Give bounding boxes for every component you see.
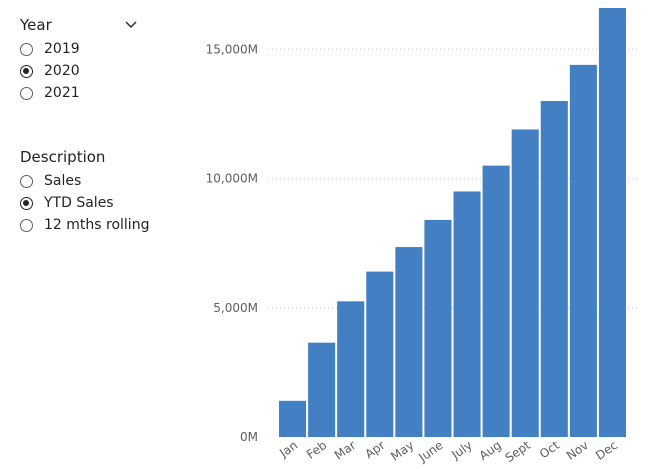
x-tick-label: Mar xyxy=(332,438,359,462)
bar-nov[interactable] xyxy=(569,64,597,438)
x-tick-label: Dec xyxy=(593,438,620,463)
radio-button[interactable] xyxy=(20,174,33,188)
y-axis: 0M 5,000M 10,000M 15,000M xyxy=(206,42,258,444)
bar-jan[interactable] xyxy=(279,400,307,437)
year-slicer-title: Year xyxy=(20,16,52,34)
description-slicer-header: Description xyxy=(20,148,138,166)
bar-oct[interactable] xyxy=(540,101,568,438)
year-option-2019[interactable]: 2019 xyxy=(20,38,138,60)
description-option-12-mths-rolling[interactable]: 12 mths rolling xyxy=(20,214,149,236)
x-tick-label: Oct xyxy=(537,438,562,462)
bar-feb[interactable] xyxy=(308,342,336,437)
description-option-label: YTD Sales xyxy=(44,195,114,211)
year-slicer-header: Year xyxy=(20,16,138,34)
radio-button-selected[interactable] xyxy=(20,196,33,210)
radio-button[interactable] xyxy=(20,42,33,56)
description-slicer-title: Description xyxy=(20,148,106,166)
x-tick-label: Feb xyxy=(304,438,329,462)
x-tick-label: June xyxy=(415,438,445,465)
description-option-label: Sales xyxy=(44,173,82,189)
bar-aug[interactable] xyxy=(482,165,510,437)
description-slicer: Description Sales YTD Sales 12 mths roll… xyxy=(20,148,149,236)
description-option-label: 12 mths rolling xyxy=(44,217,150,233)
bar-june[interactable] xyxy=(424,219,452,437)
year-option-label: 2021 xyxy=(44,85,80,101)
y-tick-label: 5,000M xyxy=(213,301,258,315)
y-tick-label: 10,000M xyxy=(206,172,258,186)
year-slicer: Year 2019 2020 2021 xyxy=(20,16,138,104)
year-option-2021[interactable]: 2021 xyxy=(20,82,138,104)
radio-button-selected[interactable] xyxy=(20,64,33,78)
radio-button[interactable] xyxy=(20,86,33,100)
chevron-down-icon[interactable] xyxy=(124,18,138,32)
bar-july[interactable] xyxy=(453,191,481,437)
x-tick-label: Aug xyxy=(477,438,504,463)
bar-sept[interactable] xyxy=(511,129,539,437)
y-tick-label: 15,000M xyxy=(206,42,258,56)
bar-mar[interactable] xyxy=(337,301,365,437)
year-option-label: 2019 xyxy=(44,41,80,57)
x-tick-label: Apr xyxy=(362,438,387,461)
year-option-label: 2020 xyxy=(44,63,80,79)
x-tick-label: May xyxy=(388,438,416,464)
radio-button[interactable] xyxy=(20,218,33,232)
y-tick-label: 0M xyxy=(240,430,258,444)
x-tick-label: Nov xyxy=(564,438,591,463)
year-option-2020[interactable]: 2020 xyxy=(20,60,138,82)
x-tick-label: Jan xyxy=(276,438,300,461)
bar-dec[interactable] xyxy=(598,8,626,437)
bar-may[interactable] xyxy=(395,247,423,437)
x-tick-label: July xyxy=(448,438,475,462)
bars xyxy=(279,8,626,438)
description-option-sales[interactable]: Sales xyxy=(20,170,149,192)
bar-apr[interactable] xyxy=(366,271,394,437)
x-tick-label: Sept xyxy=(503,438,534,465)
description-option-ytd-sales[interactable]: YTD Sales xyxy=(20,192,149,214)
